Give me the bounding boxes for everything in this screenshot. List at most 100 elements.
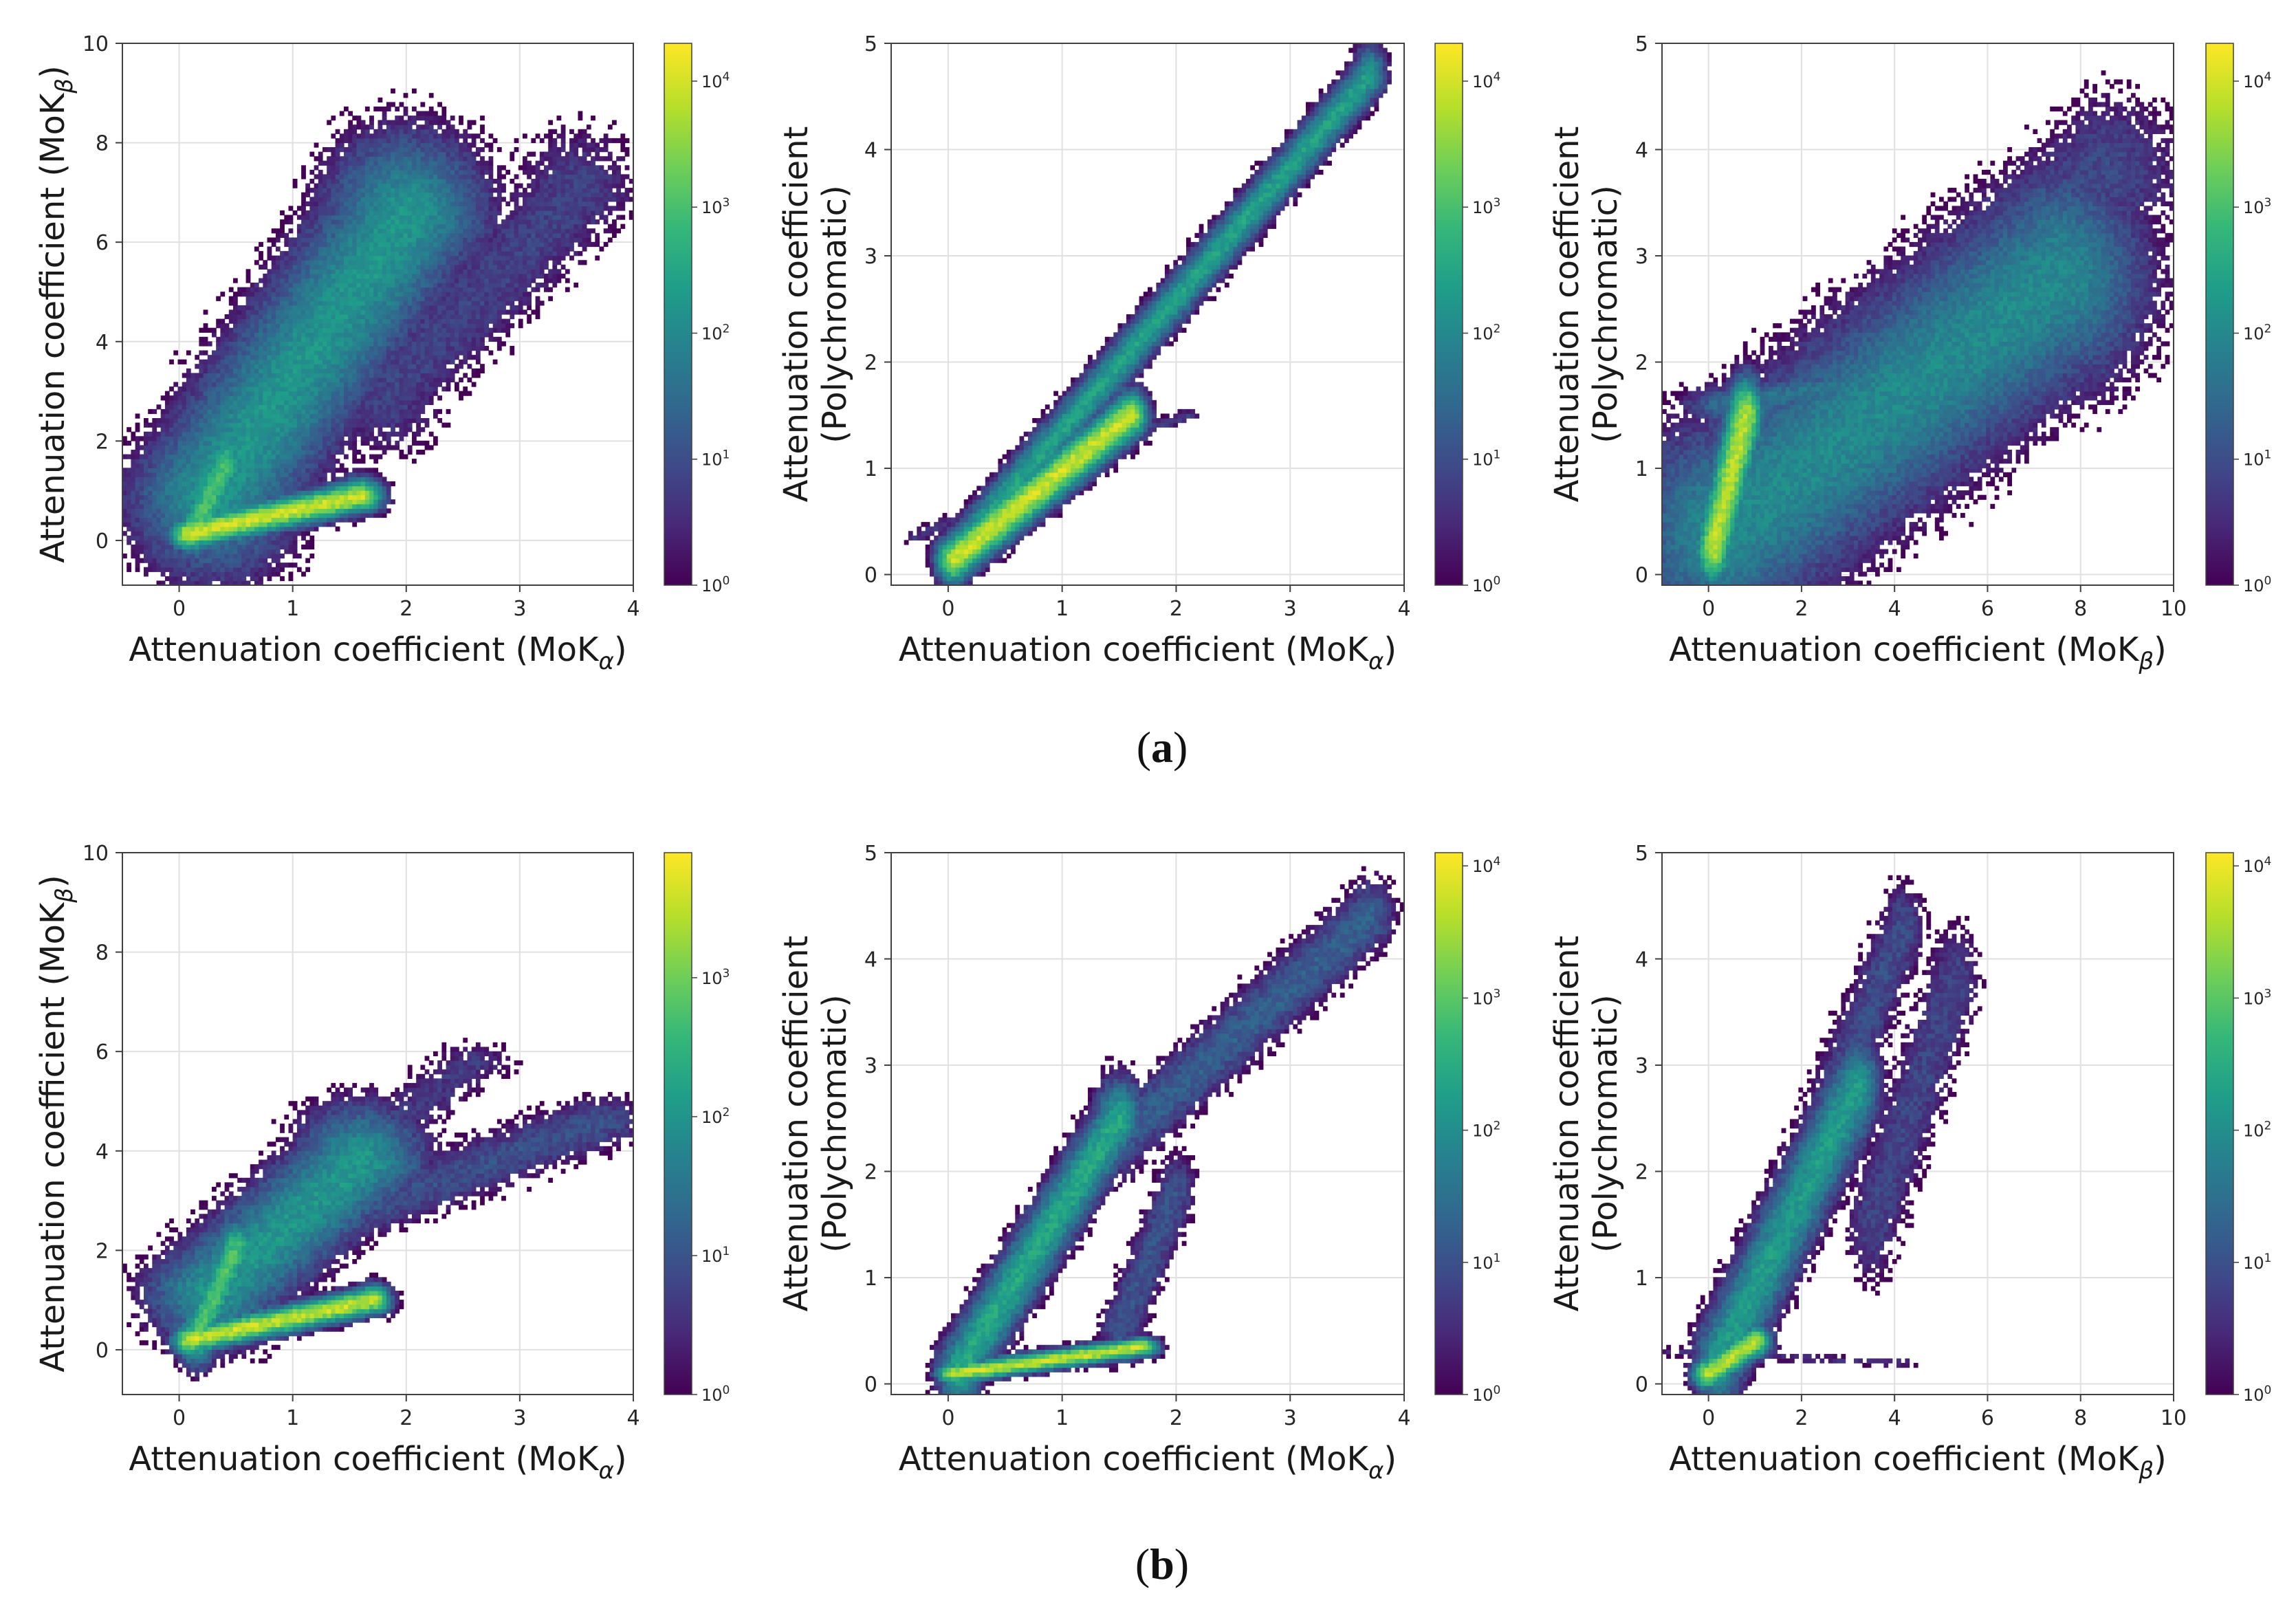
chart-a1-density-cell (216, 571, 221, 577)
chart-a1-density-cell (412, 273, 417, 279)
chart-a1-density-cell (131, 549, 136, 554)
chart-a1-density-cell (420, 156, 426, 162)
chart-a1-density-cell (348, 323, 353, 329)
chart-a1-density-cell (212, 567, 217, 572)
chart-a1-density-cell (241, 485, 247, 491)
chart-a1-density-cell (233, 350, 238, 356)
chart-a1-density-cell (160, 571, 166, 577)
chart-a1-density-cell (305, 440, 310, 446)
chart-a1-density-cell (309, 273, 315, 279)
chart-a1-density-cell (275, 445, 281, 450)
chart-a1-density-cell (292, 368, 298, 373)
chart-a1-density-cell (386, 219, 391, 225)
chart-a1-density-cell (428, 210, 434, 216)
chart-a1-density-cell (403, 251, 408, 256)
chart-a1-density-cell (399, 436, 404, 441)
chart-a1-density-cell (284, 440, 289, 446)
chart-a1-density-cell (245, 540, 251, 545)
chart-a1-density-cell (148, 436, 153, 441)
chart-a1-density-cell (305, 292, 310, 297)
chart-a1-density-cell (216, 395, 221, 401)
chart-a1-density-cell (424, 445, 430, 450)
chart-a1-density-cell (391, 346, 395, 351)
chart-a1-density-cell (441, 359, 447, 364)
chart-a1-density-cell (360, 318, 366, 324)
chart-a1-density-cell (416, 151, 421, 157)
chart-a1-density-cell (420, 355, 426, 360)
chart-a1-density-cell (233, 341, 238, 347)
chart-a1-density-cell (195, 418, 200, 424)
chart-a1-density-cell (352, 332, 358, 338)
chart-a1-density-cell (173, 562, 179, 568)
chart-a1-density-cell (327, 418, 331, 424)
chart-a1-density-cell (271, 422, 276, 428)
chart-a1-density-cell (437, 296, 442, 301)
chart-a1-density-cell (199, 459, 204, 464)
chart-a1-density-cell (369, 305, 374, 311)
chart-a1-density-cell (395, 210, 400, 216)
chart-a1-density-cell (424, 382, 430, 387)
chart-a1-density-cell (288, 255, 294, 261)
chart-a1-density-cell (228, 459, 234, 464)
chart-a1-density-cell (352, 355, 358, 360)
chart-a1-density-cell (416, 355, 421, 360)
chart-a1-density-cell (348, 327, 353, 333)
chart-a1-density-cell (437, 287, 442, 292)
chart-a1-density-cell (399, 305, 404, 311)
chart-a1-density-cell (424, 120, 430, 125)
chart-a1-density-cell (335, 201, 340, 206)
chart-a1-density-cell (378, 278, 383, 283)
chart-a1-density-cell (399, 450, 404, 455)
chart-a1-density-cell (369, 503, 374, 509)
chart-a1-density-cell (420, 341, 426, 347)
chart-a1-density-cell (280, 450, 285, 455)
chart-a1-density-cell (437, 241, 442, 248)
chart-a1-density-cell (250, 531, 255, 536)
chart-a1-density-cell (356, 318, 362, 324)
chart-a1-density-cell (280, 490, 285, 496)
chart-a1-density-cell (237, 368, 242, 373)
chart-a1-density-cell (403, 368, 408, 373)
chart-a1-density-cell (148, 535, 153, 540)
chart-a1-density-cell (271, 377, 276, 383)
chart-a1-density-cell (318, 359, 323, 364)
chart-a1-density-cell (216, 408, 221, 415)
chart-a1-density-cell (250, 400, 255, 405)
chart-a1-density-cell (412, 197, 417, 202)
chart-a1-density-cell (216, 558, 221, 563)
chart-a1-density-cell (237, 413, 242, 419)
chart-a1-density-cell (378, 494, 383, 500)
chart-a1-density-cell (335, 445, 340, 450)
chart-a1-density-cell (224, 481, 230, 487)
chart-a1-density-cell (318, 287, 323, 292)
chart-a1-density-cell (241, 477, 247, 482)
chart-a1-density-cell (369, 377, 374, 383)
chart-a1-density-cell (327, 255, 331, 261)
chart-a1-density-cell (309, 512, 315, 518)
chart-a1-density-cell (450, 355, 455, 360)
chart-a1-density-cell (314, 219, 319, 225)
chart-a1-density-cell (263, 450, 268, 455)
chart-a1-density-cell (322, 503, 327, 509)
chart-a1-density-cell (177, 494, 183, 500)
chart-a1-density-cell (446, 138, 451, 144)
chart-a1-density-cell (160, 463, 166, 468)
chart-a1-density-cell (386, 246, 391, 252)
chart-a1-density-cell (309, 210, 315, 216)
chart-a1-density-cell (441, 251, 447, 256)
chart-a1-density-cell (220, 377, 226, 383)
chart-a1-density-cell (237, 431, 242, 437)
chart-a1-density-cell (216, 477, 221, 482)
chart-a1-density-cell (292, 485, 298, 491)
chart-a1-density-cell (216, 373, 221, 378)
chart-a1-density-cell (420, 336, 426, 342)
chart-a1-density-cell (309, 408, 315, 415)
chart-a1-density-cell (314, 210, 319, 216)
chart-a1-density-cell (391, 368, 395, 373)
chart-a1-density-cell (152, 531, 157, 536)
chart-a1-density-cell (271, 292, 276, 297)
chart-a1-density-cell (428, 377, 434, 383)
chart-a1-density-cell (348, 373, 353, 378)
chart-a1-density-cell (416, 300, 421, 306)
chart-a1-density-cell (373, 418, 379, 424)
